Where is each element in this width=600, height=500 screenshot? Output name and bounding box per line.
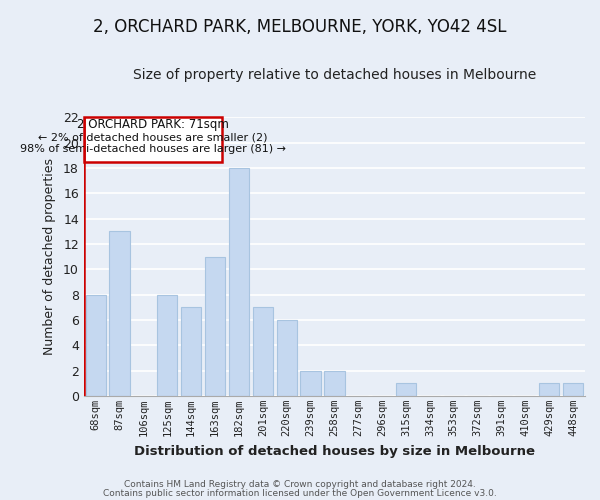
Bar <box>396 383 416 396</box>
Text: 2, ORCHARD PARK, MELBOURNE, YORK, YO42 4SL: 2, ORCHARD PARK, MELBOURNE, YORK, YO42 4… <box>93 18 507 36</box>
Bar <box>84 118 222 162</box>
Text: Contains HM Land Registry data © Crown copyright and database right 2024.: Contains HM Land Registry data © Crown c… <box>124 480 476 489</box>
Bar <box>86 294 106 396</box>
Bar <box>539 383 559 396</box>
Bar <box>109 232 130 396</box>
Title: Size of property relative to detached houses in Melbourne: Size of property relative to detached ho… <box>133 68 536 82</box>
Bar <box>157 294 178 396</box>
Bar <box>205 256 225 396</box>
Bar <box>324 370 344 396</box>
Y-axis label: Number of detached properties: Number of detached properties <box>43 158 56 355</box>
Text: ← 2% of detached houses are smaller (2): ← 2% of detached houses are smaller (2) <box>38 132 268 142</box>
X-axis label: Distribution of detached houses by size in Melbourne: Distribution of detached houses by size … <box>134 444 535 458</box>
Bar <box>253 308 273 396</box>
Bar <box>277 320 297 396</box>
Bar <box>181 308 202 396</box>
Bar <box>301 370 320 396</box>
Text: 2 ORCHARD PARK: 71sqm: 2 ORCHARD PARK: 71sqm <box>77 118 229 131</box>
Bar <box>229 168 249 396</box>
Bar <box>563 383 583 396</box>
Text: 98% of semi-detached houses are larger (81) →: 98% of semi-detached houses are larger (… <box>20 144 286 154</box>
Text: Contains public sector information licensed under the Open Government Licence v3: Contains public sector information licen… <box>103 488 497 498</box>
